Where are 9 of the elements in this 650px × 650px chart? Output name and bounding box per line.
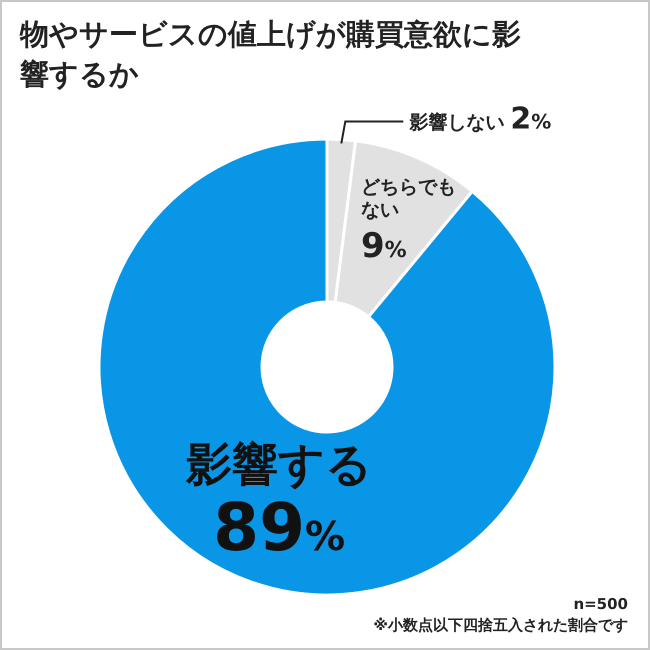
text: ※小数点以下四捨五入された割合です [373, 615, 628, 636]
data-label: 89% [213, 489, 346, 566]
data-label: 2% [510, 101, 552, 136]
slice-label: どちらでもない [360, 176, 456, 222]
slice-label: 影響しない [408, 111, 504, 134]
slice-label: 影響する [185, 437, 372, 492]
text: n=500 [572, 594, 628, 615]
chart-title: 物やサービスの値上げが購買意欲に影響するか [20, 16, 522, 93]
data-label: 9% [360, 226, 407, 266]
